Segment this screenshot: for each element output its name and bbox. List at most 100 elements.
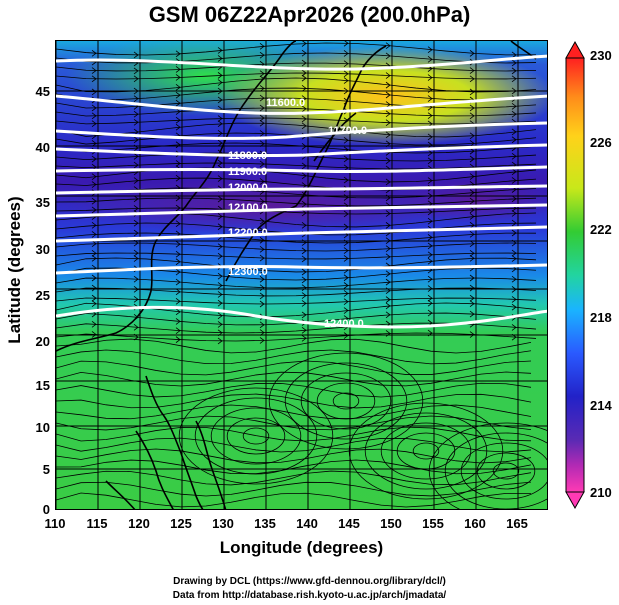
streamline-arrow [301,105,307,113]
streamline [56,349,532,365]
streamline-arrow [301,268,307,276]
streamline-arrow [385,101,391,108]
streamline-arrow [133,229,139,237]
streamline-arrow [217,337,223,345]
streamline-arrow [301,69,307,77]
streamline-arrow [511,128,517,136]
streamline-arrow [427,86,433,93]
streamline [56,338,532,354]
streamline-arrow [469,254,475,262]
streamline-arrow [91,255,97,262]
streamline-arrow [133,95,139,102]
streamline-eddy [492,462,520,480]
streamline-arrow [511,136,517,144]
streamline-arrow [301,311,307,319]
streamline-arrow [259,321,265,329]
y-tick-label: 5 [42,462,50,477]
streamline-eddy [316,382,376,420]
contour-label-12000: 12000.0 [228,182,268,194]
streamline [56,257,537,273]
streamline [56,122,537,138]
streamline-arrow [385,72,391,79]
streamline-arrow [91,249,97,257]
streamline-arrow [301,115,307,123]
streamline-arrow [259,160,265,168]
streamline-arrow [511,255,517,262]
streamline-arrow [427,257,433,265]
streamline [56,360,532,376]
colorbar-tick-label: 222 [590,222,612,237]
streamline-arrow [217,175,223,182]
streamline-arrow [133,255,139,262]
streamline-arrow [511,296,517,303]
streamline-arrow [511,67,517,75]
streamline-arrow [511,152,517,160]
streamline-arrow [175,327,181,335]
streamline [56,197,537,207]
streamline-arrow [385,42,391,50]
streamline-arrow [217,159,223,167]
streamline-arrow [511,229,517,237]
streamline [56,459,532,475]
streamline-arrow [427,95,433,102]
x-tick-label: 125 [170,516,192,531]
streamline-eddy [476,452,536,490]
streamline-arrow [217,282,223,289]
y-axis-title: Latitude (degrees) [5,196,24,344]
streamline-arrow [427,309,433,317]
streamline-arrow [175,99,181,107]
streamline-arrow [259,292,265,300]
colorbar-tick-label: 210 [590,485,612,500]
streamline-arrow [259,236,265,244]
streamline-arrow [133,249,139,257]
streamline-arrow [91,88,97,96]
streamline-arrow [259,198,265,205]
streamline [56,207,537,215]
streamline-arrow [511,177,517,184]
streamline-arrow [217,299,223,307]
y-tick-label: 40 [35,140,50,155]
streamline-arrow [133,128,139,136]
streamline-arrow [133,67,139,75]
streamline-arrow [217,55,223,62]
streamline-arrow [175,66,181,73]
streamline-arrow [175,123,181,131]
streamline-arrow [91,240,97,248]
map-panel: 11600.0 11700.0 11800.0 11900.0 12000.0 … [55,40,548,510]
streamline-arrow [301,122,307,130]
streamline-arrow [175,116,181,124]
streamline-arrow [217,47,223,54]
streamline-arrow [133,205,139,212]
colorbar-tick-label: 230 [590,48,612,63]
streamline-arrow [427,177,433,184]
streamline-arrow [259,337,265,344]
streamline-eddy [380,422,472,480]
streamline-arrow [511,110,517,118]
x-tick-label: 140 [296,516,318,531]
streamline-arrow [385,296,391,303]
streamline-arrow [385,311,391,319]
streamline-eddy [412,442,440,460]
y-tick-label: 20 [35,334,50,349]
streamline-arrow [469,206,475,214]
x-tick-label: 120 [128,516,150,531]
streamline-arrow [91,75,97,83]
temperature-anomaly-warm [216,46,547,146]
streamline-arrow [217,129,223,137]
streamline-arrow [343,298,349,305]
streamline-arrow [217,321,223,328]
streamline-arrow [511,275,517,283]
streamline-arrow [259,254,265,262]
streamline-arrow [301,200,307,208]
streamline-arrow [217,252,223,260]
streamline-arrow [175,74,181,81]
streamline [56,242,537,252]
streamline-arrow [259,119,265,127]
streamline-arrow [175,278,181,286]
streamline-arrow [133,118,139,126]
streamline [56,492,532,508]
streamline-arrow [469,88,475,96]
streamline-arrow [469,249,475,257]
streamline-arrow [301,255,307,263]
colorbar-max-triangle [565,40,585,59]
